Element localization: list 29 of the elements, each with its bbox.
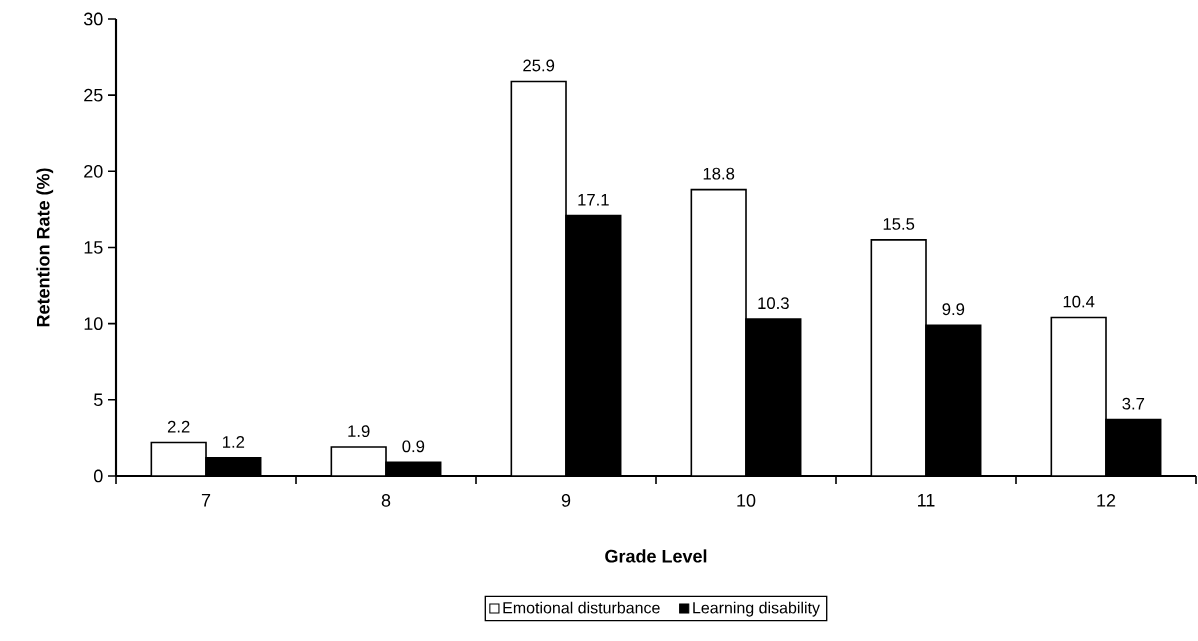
data-label: 2.2 <box>167 420 190 433</box>
data-label: 9.9 <box>942 303 965 316</box>
data-label: 3.7 <box>1122 397 1145 410</box>
legend-label: Learning disability <box>693 601 820 617</box>
data-label: 10.4 <box>1063 295 1095 308</box>
legend-label: Emotional disturbance <box>503 601 660 614</box>
data-label: 25.9 <box>523 59 555 72</box>
data-label: 18.8 <box>703 167 735 180</box>
x-tick-label: 9 <box>561 494 571 507</box>
data-label: 1.2 <box>223 436 245 448</box>
x-axis-title: Grade Level <box>605 549 707 563</box>
y-axis-title: Retention Rate (%) <box>36 168 54 327</box>
x-tick-label: 8 <box>381 494 391 507</box>
y-tick-label: 5 <box>94 393 103 407</box>
x-tick-label: 10 <box>737 494 756 507</box>
data-label: 0.9 <box>402 440 425 453</box>
x-tick-label: 12 <box>1097 494 1116 507</box>
data-label: 1.9 <box>348 425 370 437</box>
y-tick-label: 30 <box>83 12 103 26</box>
x-tick-label: 7 <box>201 494 211 507</box>
y-tick-label: 20 <box>84 164 103 178</box>
y-tick-label: 25 <box>84 88 103 102</box>
data-label: 10.3 <box>758 297 789 310</box>
data-label: 15.5 <box>883 218 915 230</box>
y-tick-label: 0 <box>94 469 103 483</box>
y-tick-label: 10 <box>84 317 103 331</box>
data-label: 17.1 <box>578 194 609 206</box>
y-tick-label: 15 <box>84 241 103 254</box>
x-tick-label: 11 <box>918 494 935 507</box>
